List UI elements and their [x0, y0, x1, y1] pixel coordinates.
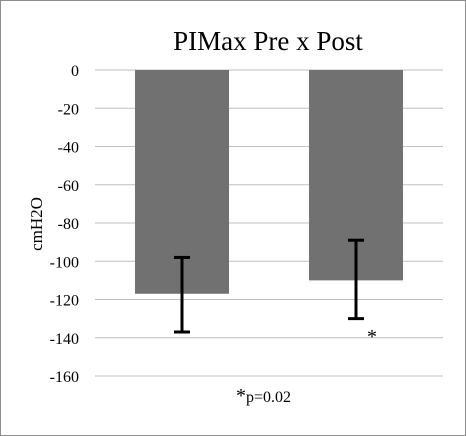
chart-title: PIMax Pre x Post — [173, 26, 363, 56]
y-tick-label: -20 — [58, 101, 79, 118]
footnote: *p=0.02 — [236, 385, 291, 407]
y-tick-label: -80 — [58, 216, 79, 233]
y-tick-labels: 0 -20 -40 -60 -80 -100 -120 -140 -160 — [50, 63, 79, 386]
y-tick-label: -100 — [50, 254, 79, 271]
y-tick-label: -140 — [50, 331, 79, 348]
footnote-star: * — [236, 385, 246, 407]
footnote-text: p=0.02 — [246, 389, 291, 406]
significance-star: * — [367, 326, 377, 348]
y-tick-label: 0 — [71, 63, 79, 80]
error-bars — [174, 238, 364, 334]
y-tick-label: -160 — [50, 369, 79, 386]
y-tick-label: -120 — [50, 293, 79, 310]
y-tick-label: -40 — [58, 140, 79, 157]
y-axis-label: cmH2O — [27, 197, 46, 251]
bars — [135, 70, 403, 294]
y-tick-label: -60 — [58, 178, 79, 195]
